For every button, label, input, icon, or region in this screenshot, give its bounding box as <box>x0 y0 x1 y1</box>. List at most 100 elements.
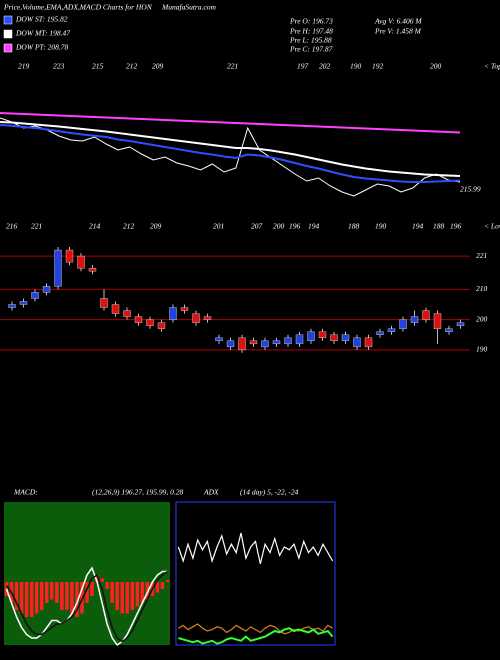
y-tick-label: 210 <box>476 284 488 293</box>
candle-body <box>19 301 28 305</box>
info-text: Pre H: 197.48 <box>289 27 333 36</box>
histogram-bar <box>50 582 54 600</box>
panel-subtitle: (12,26,9) 196.27, 195.99, 0.28 <box>92 488 183 497</box>
top-label: 192 <box>372 62 384 71</box>
top-label: 212 <box>126 62 138 71</box>
candle-body <box>318 331 327 338</box>
low-label: 194 <box>412 222 424 231</box>
candle-body <box>261 340 269 348</box>
low-label: 209 <box>150 222 162 231</box>
candle-body <box>77 255 85 269</box>
histogram-bar <box>75 582 79 617</box>
candle-body <box>364 337 373 348</box>
macd-line <box>5 570 168 643</box>
histogram-bar <box>65 582 69 610</box>
histogram-bar <box>160 582 165 589</box>
histogram-bar <box>44 582 49 603</box>
histogram-bar <box>60 582 64 610</box>
low-label: 194 <box>308 222 320 231</box>
histogram-bar <box>85 582 89 603</box>
histogram-bar <box>165 579 170 582</box>
histogram-bar <box>39 582 44 610</box>
y-tick-label: 190 <box>476 345 488 354</box>
histogram-bar <box>130 582 135 610</box>
histogram-bar <box>34 582 39 614</box>
adx-line <box>177 532 334 564</box>
last-value: 215.99 <box>460 185 481 194</box>
info-text: Pre V: 1.458 M <box>374 27 422 36</box>
candle-body <box>445 328 453 332</box>
histogram-bar <box>125 582 130 614</box>
low-label: 188 <box>433 222 445 231</box>
histogram-bar <box>19 582 24 614</box>
top-label: 200 <box>430 62 442 71</box>
top-label: 223 <box>53 62 65 71</box>
price-line <box>0 117 461 197</box>
panel-title: ADX <box>203 488 219 497</box>
candle-body <box>203 316 212 320</box>
low-label: 221 <box>31 222 42 231</box>
adx-line <box>178 623 333 635</box>
histogram-bar <box>135 582 140 607</box>
candle-body <box>146 319 154 326</box>
low-label: 200 <box>273 222 285 231</box>
histogram-bar <box>110 582 114 603</box>
candle-body <box>226 340 235 348</box>
candle-body <box>387 328 396 332</box>
candle-body <box>376 331 384 335</box>
histogram-bar <box>24 582 29 617</box>
macd-line <box>5 566 168 647</box>
low-label: 188 <box>348 222 360 231</box>
candle-body <box>123 310 131 317</box>
top-label: 219 <box>18 62 30 71</box>
top-label: 215 <box>92 62 104 71</box>
histogram-bar <box>70 582 74 614</box>
candle-body <box>31 292 39 299</box>
info-text: Pre L: 195.88 <box>289 36 332 45</box>
top-label: 197 <box>297 62 309 71</box>
candle-body <box>399 319 407 329</box>
low-label: 196 <box>289 222 301 231</box>
candle-body <box>272 340 281 345</box>
candle-body <box>169 307 177 320</box>
legend-label: DOW ST: 195.82 <box>15 15 68 24</box>
y-tick-label: 200 <box>476 314 488 323</box>
low-label: 214 <box>89 222 101 231</box>
histogram-bar <box>29 582 34 617</box>
adx-line <box>178 627 334 645</box>
candle-body <box>157 322 166 329</box>
histogram-bar <box>100 578 104 582</box>
histogram-bar <box>145 582 150 600</box>
candle-body <box>54 249 62 287</box>
panel-subtitle: (14 day) 5, -22, -24 <box>240 488 299 497</box>
candle-body <box>284 337 292 345</box>
top-label: 209 <box>152 62 164 71</box>
low-label: 201 <box>213 222 224 231</box>
lows-label: < Lows <box>484 222 500 231</box>
price-line <box>0 121 461 177</box>
chart-title: Price,Volume,EMA,ADX,MACD Charts for HON <box>3 3 153 12</box>
info-text: Pre C: 197.87 <box>289 45 333 54</box>
legend-swatch <box>3 29 13 39</box>
low-label: 207 <box>251 222 263 231</box>
candle-body <box>180 307 189 311</box>
info-text: Avg V: 6.406 M <box>374 17 422 26</box>
low-label: 190 <box>375 222 387 231</box>
price-line <box>0 112 461 134</box>
tops-label: < Tops <box>484 62 500 71</box>
macd-panel <box>4 502 170 645</box>
candle-body <box>65 249 74 263</box>
legend-swatch <box>3 43 13 53</box>
candle-body <box>422 310 430 320</box>
histogram-bar <box>90 582 94 596</box>
price-line <box>0 124 461 183</box>
top-label: 190 <box>350 62 362 71</box>
candle-body <box>341 334 350 342</box>
candle-body <box>249 340 258 345</box>
candle-body <box>353 337 361 348</box>
legend-label: DOW MT: 198.47 <box>15 29 70 38</box>
site-name: MunafaSutra.com <box>161 3 217 12</box>
low-label: 216 <box>6 222 18 231</box>
info-text: Pre O: 196.73 <box>289 17 333 26</box>
histogram-bar <box>14 582 19 610</box>
